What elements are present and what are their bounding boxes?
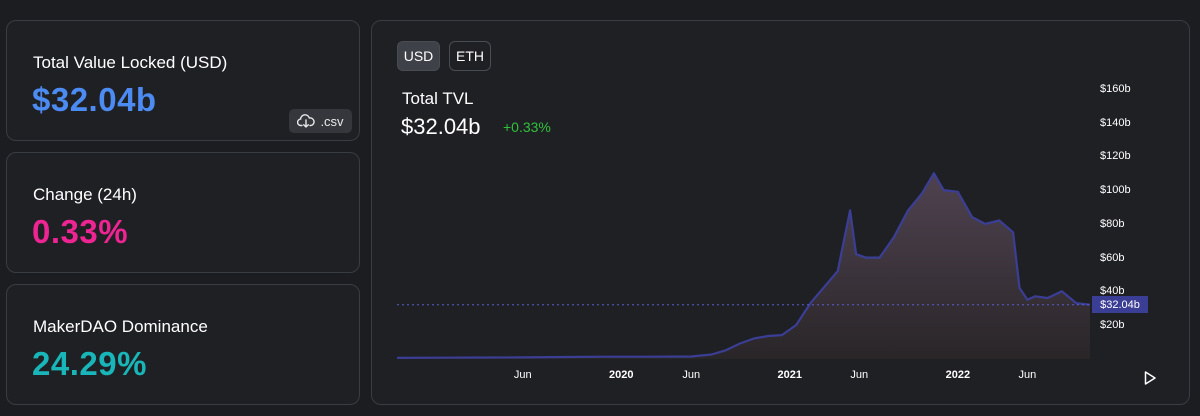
x-tick-label: Jun bbox=[513, 369, 532, 381]
y-tick-label: $20b bbox=[1100, 319, 1125, 331]
tvl-card: Total Value Locked (USD) $32.04b .csv bbox=[6, 20, 360, 141]
x-tick-label: Jun bbox=[1018, 369, 1037, 381]
y-tick-label: $80b bbox=[1100, 217, 1125, 230]
tvl-label: Total Value Locked (USD) bbox=[33, 53, 228, 72]
usd-toggle-button[interactable]: USD bbox=[397, 41, 440, 71]
dominance-value: 24.29% bbox=[32, 345, 147, 382]
eth-toggle-button[interactable]: ETH bbox=[449, 41, 491, 71]
y-tick-label: $120b bbox=[1100, 150, 1131, 163]
cloud-download-icon bbox=[297, 114, 316, 128]
csv-label: .csv bbox=[320, 113, 344, 129]
x-tick-label: Jun bbox=[850, 369, 869, 381]
tvl-value: $32.04b bbox=[32, 81, 157, 118]
current-value-tag-text: $32.04b bbox=[1100, 298, 1140, 311]
x-tick-label: 2021 bbox=[777, 369, 803, 381]
current-value-tag: $32.04b bbox=[1092, 296, 1148, 313]
play-button[interactable] bbox=[1142, 370, 1158, 386]
chart-current-value: $32.04b bbox=[401, 114, 481, 139]
chart-change: +0.33% bbox=[503, 119, 551, 135]
y-tick-label: $40b bbox=[1100, 285, 1125, 298]
change-card: Change (24h) 0.33% bbox=[6, 152, 360, 273]
dominance-card: MakerDAO Dominance 24.29% bbox=[6, 284, 360, 405]
y-tick-label: $100b bbox=[1100, 184, 1131, 197]
chart-panel bbox=[371, 20, 1190, 405]
y-tick-label: $60b bbox=[1100, 251, 1125, 264]
x-tick-label: 2022 bbox=[945, 369, 971, 381]
y-tick-label: $140b bbox=[1100, 116, 1131, 129]
download-csv-button[interactable]: .csv bbox=[289, 109, 352, 133]
change-label: Change (24h) bbox=[33, 185, 137, 204]
change-value: 0.33% bbox=[32, 213, 129, 250]
chart-title: Total TVL bbox=[402, 89, 474, 108]
x-tick-label: Jun bbox=[682, 369, 701, 381]
play-icon bbox=[1144, 371, 1156, 385]
y-tick-label: $160b bbox=[1100, 83, 1131, 95]
x-tick-label: 2020 bbox=[608, 369, 634, 381]
dominance-label: MakerDAO Dominance bbox=[33, 317, 208, 336]
